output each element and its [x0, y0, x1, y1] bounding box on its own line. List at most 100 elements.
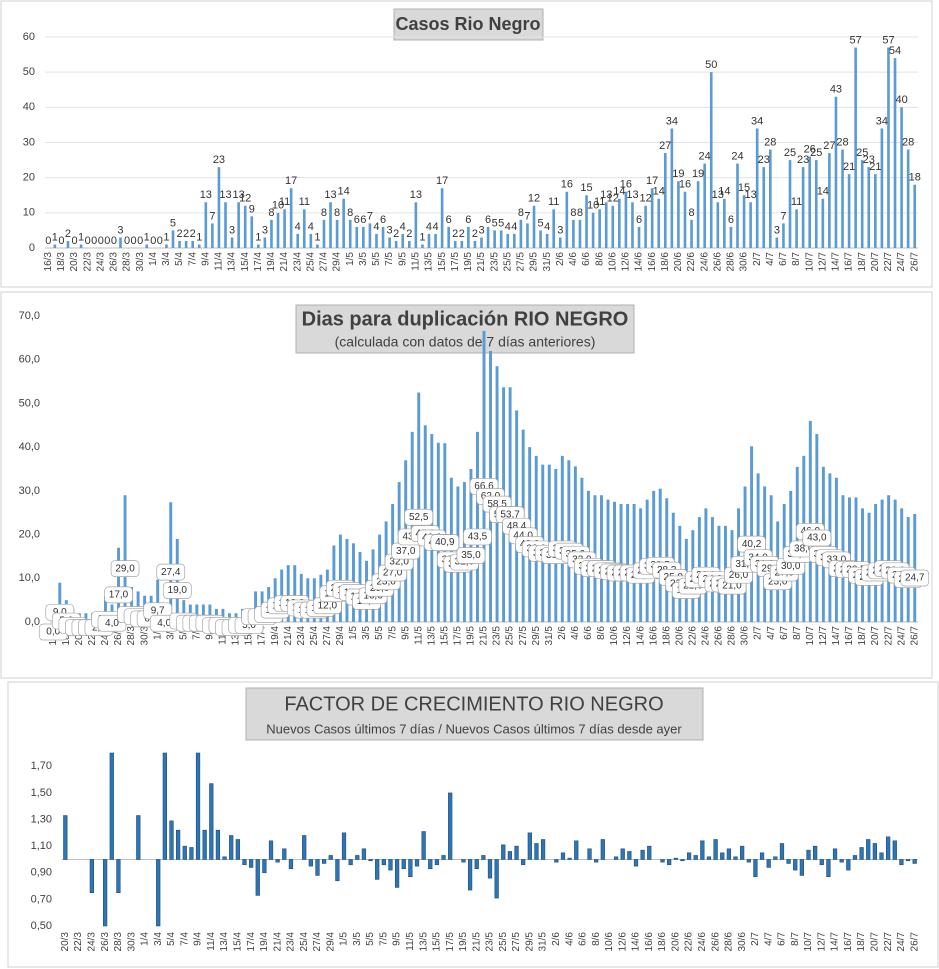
- bar: [335, 859, 340, 882]
- bar: [686, 852, 692, 860]
- data-label-text: 30,0: [781, 561, 801, 572]
- bar: [195, 604, 199, 622]
- bar: [828, 153, 831, 248]
- bar: [453, 240, 457, 248]
- x-tick-label: 16/6: [648, 626, 659, 646]
- data-label: 2: [65, 228, 71, 240]
- bar: [201, 604, 205, 622]
- data-label: 40: [895, 94, 907, 106]
- bar: [263, 237, 267, 248]
- y-tick-label: 50,0: [19, 397, 40, 409]
- data-label: 27: [659, 140, 671, 152]
- bar: [474, 859, 479, 870]
- data-label: 28: [764, 136, 776, 148]
- data-label: 3: [478, 224, 484, 236]
- bar: [742, 195, 746, 248]
- data-label: 0: [98, 235, 104, 247]
- label-box: [900, 569, 930, 587]
- bar: [401, 233, 405, 248]
- x-tick-label: 5/4: [174, 252, 185, 266]
- y-tick-label: 20,0: [19, 528, 40, 540]
- bar: [447, 226, 450, 248]
- bar: [801, 167, 805, 248]
- bar: [221, 608, 225, 622]
- x-tick-label: 31/5: [544, 626, 555, 646]
- x-tick-label: 18/7: [856, 932, 867, 952]
- x-tick-label: 15/4: [244, 626, 255, 646]
- x-tick-label: 16/7: [843, 932, 854, 952]
- bar: [591, 212, 595, 248]
- bar: [521, 859, 526, 866]
- data-label: 11: [791, 196, 802, 208]
- x-tick-label: 28/6: [726, 252, 737, 272]
- bar: [813, 845, 818, 860]
- x-tick-label: 1/4: [140, 932, 151, 946]
- data-label: 57: [882, 34, 894, 46]
- x-tick-label: 29/4: [332, 252, 343, 272]
- data-label: 0: [85, 235, 91, 247]
- x-tick-label: 4/7: [763, 932, 774, 946]
- x-tick-label: 14/7: [831, 252, 842, 272]
- x-tick-label: 26/3: [100, 932, 111, 952]
- data-label: 1: [196, 231, 202, 243]
- bar: [892, 840, 897, 860]
- x-tick-label: 11/5: [405, 932, 416, 951]
- data-label: 21: [869, 161, 881, 173]
- bar: [700, 840, 705, 860]
- data-label: 14: [718, 186, 730, 198]
- title-box: [245, 687, 704, 741]
- bar: [905, 859, 911, 862]
- data-label: 26: [804, 143, 816, 155]
- bar: [178, 240, 181, 248]
- x-tick-label: 28/3: [113, 932, 124, 952]
- data-label: 0: [157, 235, 163, 247]
- bar: [493, 230, 496, 248]
- bar: [394, 859, 400, 888]
- data-label: 23: [863, 154, 875, 166]
- bar: [440, 188, 444, 248]
- bar: [197, 244, 201, 248]
- bar: [407, 240, 411, 248]
- bar: [276, 212, 280, 248]
- data-label-text: 23,0: [376, 576, 396, 587]
- bar: [473, 240, 477, 248]
- data-label: 18: [909, 172, 921, 184]
- bar: [900, 107, 903, 248]
- bar: [762, 167, 766, 248]
- x-tick-label: 14/6: [635, 626, 646, 646]
- data-label: 40,9: [430, 534, 460, 551]
- data-label: 0: [131, 235, 137, 247]
- x-tick-label: 15/4: [240, 252, 251, 272]
- data-label: 27,4: [156, 563, 186, 581]
- y-tick-label: 0,50: [31, 920, 52, 932]
- data-label: 12: [239, 193, 251, 205]
- label-box: [802, 529, 832, 547]
- x-tick-label: 29/4: [335, 626, 346, 646]
- bar: [693, 855, 698, 860]
- bar: [782, 223, 785, 248]
- data-label: 13: [200, 189, 212, 201]
- x-tick-label: 6/6: [583, 626, 594, 640]
- x-tick-label: 22/6: [686, 252, 697, 272]
- bar: [514, 845, 519, 860]
- bar: [235, 839, 240, 860]
- data-label: 34: [666, 115, 678, 127]
- bar: [58, 582, 62, 622]
- bar: [670, 128, 674, 248]
- data-label: 0: [91, 235, 97, 247]
- bar: [289, 188, 293, 248]
- bar: [786, 859, 791, 864]
- bar: [513, 233, 516, 248]
- x-tick-label: 23/4: [296, 626, 307, 646]
- data-label-text: 27,0: [383, 568, 403, 579]
- data-label: 11: [548, 196, 559, 208]
- data-label: 6: [360, 214, 366, 226]
- data-label: 25: [856, 147, 868, 159]
- bar: [53, 244, 57, 248]
- data-label: 0: [124, 235, 130, 247]
- x-tick-label: 29/5: [524, 932, 535, 952]
- x-tick-label: 22/6: [684, 932, 695, 952]
- bar: [847, 174, 851, 248]
- x-tick-label: 30/3: [135, 252, 146, 272]
- bar: [335, 219, 339, 248]
